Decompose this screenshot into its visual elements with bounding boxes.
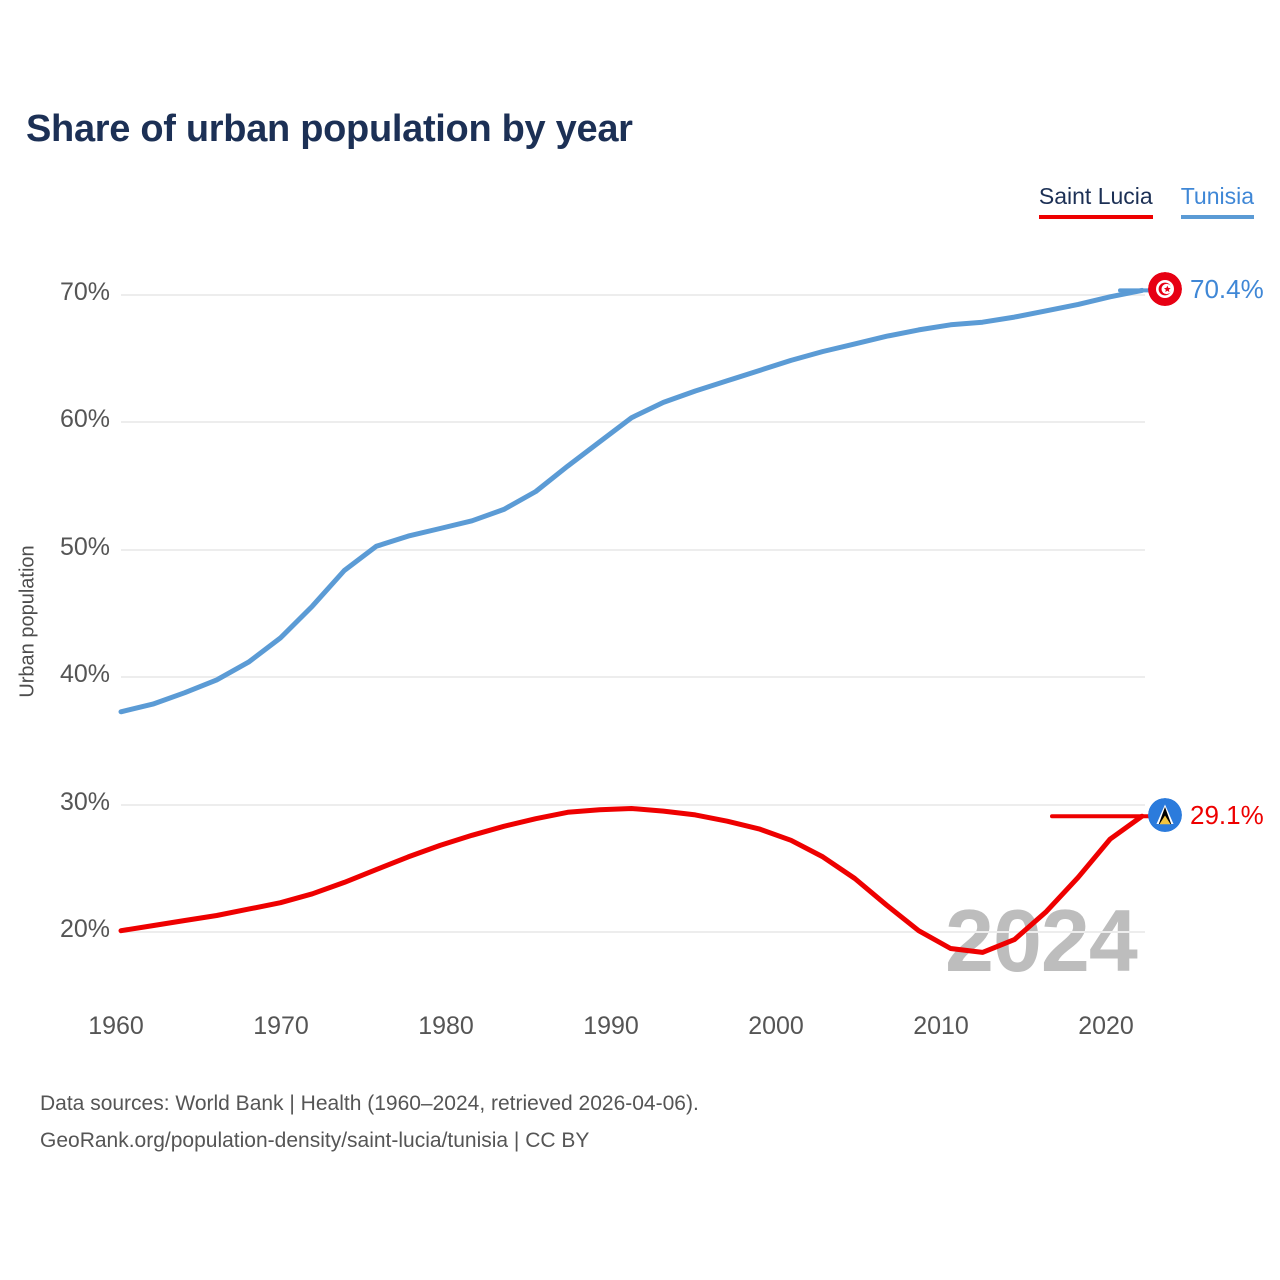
legend-item-saint-lucia[interactable]: Saint Lucia <box>1038 183 1153 220</box>
saint-lucia-flag-icon <box>1148 798 1182 832</box>
gridlines <box>121 294 1145 933</box>
y-tick-label-30: 30% <box>59 788 110 816</box>
x-tick-label-2010: 2010 <box>913 1012 969 1040</box>
y-tick-label-40: 40% <box>59 660 110 688</box>
endpoint-value-saint-lucia: 29.1% <box>1190 799 1264 830</box>
tunisia-flag-icon <box>1148 272 1182 306</box>
endpoint-saint-lucia: 29.1% <box>1148 798 1264 832</box>
footer-data-sources: Data sources: World Bank | Health (1960–… <box>40 1092 699 1115</box>
page-title: Share of urban population by year <box>26 108 633 150</box>
series-line-saint-lucia <box>118 806 1145 955</box>
x-tick-label-2000: 2000 <box>748 1012 804 1040</box>
y-tick-label-70: 70% <box>59 278 110 306</box>
x-tick-label-2020: 2020 <box>1078 1012 1134 1040</box>
footer: Data sources: World Bank | Health (1960–… <box>40 1086 699 1160</box>
legend: Saint Lucia Tunisia <box>1038 183 1254 220</box>
x-tick-label-1980: 1980 <box>418 1012 474 1040</box>
y-tick-label-60: 60% <box>59 405 110 433</box>
y-tick-label-20: 20% <box>59 915 110 943</box>
year-watermark: 2024 <box>945 891 1138 990</box>
legend-item-tunisia[interactable]: Tunisia <box>1180 183 1254 220</box>
x-tick-label-1990: 1990 <box>583 1012 639 1040</box>
footer-attribution: GeoRank.org/population-density/saint-luc… <box>40 1128 590 1152</box>
x-tick-label-1970: 1970 <box>253 1012 309 1040</box>
endpoint-value-tunisia: 70.4% <box>1190 273 1264 304</box>
y-tick-label-50: 50% <box>59 533 110 561</box>
endpoint-tunisia: 70.4% <box>1148 272 1264 306</box>
series-line-tunisia <box>118 287 1145 715</box>
x-tick-label-1960: 1960 <box>88 1012 144 1040</box>
